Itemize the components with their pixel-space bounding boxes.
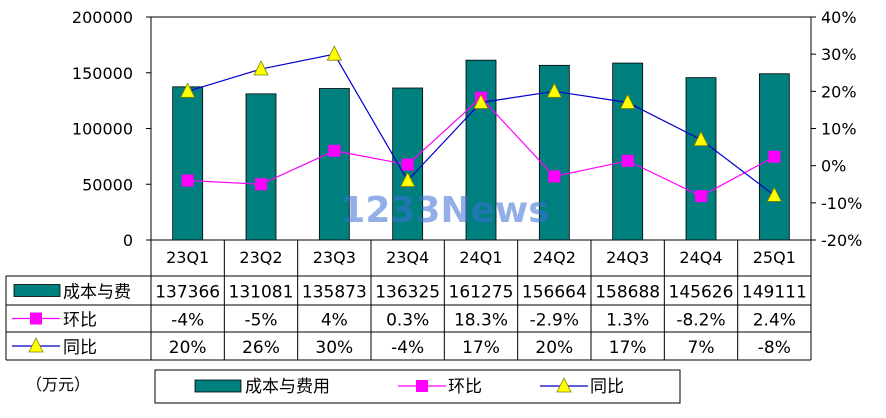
marker-yoy: [766, 186, 782, 202]
data-table: 23Q1 23Q2 23Q3 23Q4 24Q1 24Q2 24Q3 24Q4 25Q1 成本与费…: [5, 240, 812, 361]
table-cell-value: 161275: [449, 283, 514, 303]
table-cell-value: 145626: [669, 283, 734, 303]
table-cell-value: 1.3%: [606, 311, 649, 331]
row-label-mom: 环比: [63, 311, 97, 331]
table-cell-value: -8%: [758, 338, 791, 358]
left-axis-tick-label: 200000: [72, 8, 133, 27]
left-axis-tick-label: 50000: [82, 175, 133, 194]
category-label: 24Q3: [606, 248, 649, 267]
table-cell-value: 18.3%: [454, 311, 508, 331]
table-cell-value: -2.9%: [530, 311, 579, 331]
category-label: 23Q1: [166, 248, 209, 267]
table-cell-value: 17%: [462, 338, 500, 358]
bar-cost: [172, 86, 204, 241]
bar-cost: [685, 77, 717, 241]
marker-mom: [548, 170, 561, 183]
table-cell-value: 20%: [169, 338, 207, 358]
legend-label-mom: 环比: [448, 377, 482, 397]
left-axis-tick-label: 150000: [72, 64, 133, 83]
right-axis-tick-label: -20%: [821, 231, 862, 250]
table-cell-value: 137366: [155, 283, 220, 303]
table-key-marker-mom: [30, 312, 42, 325]
legend-label-cost: 成本与费用: [245, 377, 330, 397]
right-axis-tick-label: 40%: [821, 8, 857, 27]
table-cell-value: 0.3%: [386, 311, 429, 331]
marker-yoy: [180, 82, 196, 98]
category-label: 24Q2: [533, 248, 576, 267]
marker-yoy: [253, 60, 269, 76]
legend-key-bar: [194, 379, 242, 393]
table-cell-value: 158688: [595, 283, 660, 303]
bar-cost: [465, 59, 497, 241]
table-cell-value: 2.4%: [753, 311, 796, 331]
table-cell-value: 136325: [375, 283, 440, 303]
category-label: 24Q4: [679, 248, 722, 267]
table-cell-value: 156664: [522, 283, 587, 303]
table-cell-value: 149111: [742, 283, 807, 303]
row-label-yoy: 同比: [63, 338, 97, 358]
marker-yoy: [546, 82, 562, 98]
legend-key-marker-mom: [416, 380, 428, 392]
table-cell-value: -8.2%: [676, 311, 725, 331]
marker-mom: [401, 158, 414, 171]
legend: 成本与费用 环比 同比: [154, 369, 681, 404]
category-label: 23Q4: [386, 248, 429, 267]
bar-cost: [612, 62, 644, 241]
table-cell-value: -4%: [391, 338, 424, 358]
right-axis-tick-label: 30%: [821, 45, 857, 64]
right-axis-tick-label: -10%: [821, 194, 862, 213]
marker-mom: [695, 190, 707, 203]
marker-yoy: [693, 130, 709, 147]
marker-mom: [255, 178, 267, 191]
table-cell-value: -5%: [244, 311, 277, 331]
table-key-marker-yoy: [28, 337, 44, 353]
left-axis-tick-label: 100000: [72, 120, 133, 139]
category-label: 23Q3: [313, 248, 356, 267]
marker-yoy: [400, 171, 416, 187]
row-label-cost: 成本与费: [63, 283, 131, 303]
marker-mom: [328, 144, 341, 157]
right-axis-tick-label: 20%: [821, 82, 857, 101]
watermark-text: 1233News: [340, 190, 549, 231]
marker-yoy: [326, 45, 342, 61]
bar-cost: [318, 88, 350, 241]
marker-yoy: [473, 93, 489, 109]
legend-label-yoy: 同比: [590, 377, 624, 397]
marker-mom: [621, 154, 634, 167]
category-label: 25Q1: [753, 248, 796, 267]
category-label: 24Q1: [459, 248, 502, 267]
table-cell-value: -4%: [171, 311, 204, 331]
table-cell-value: 26%: [242, 338, 280, 358]
right-axis-tick-label: 10%: [821, 120, 857, 139]
table-cell-value: 17%: [609, 338, 647, 358]
bar-cost: [245, 93, 277, 241]
unit-label: （万元）: [26, 375, 90, 394]
table-cell-value: 20%: [535, 338, 573, 358]
left-axis-tick-label: 0: [123, 231, 133, 250]
table-key-bar: [13, 284, 61, 297]
table-cell-value: 131081: [229, 283, 294, 303]
category-label: 23Q2: [239, 248, 282, 267]
legend-frame: [154, 369, 681, 404]
table-cell-value: 4%: [321, 311, 348, 331]
table-cell-value: 7%: [688, 338, 715, 358]
marker-yoy: [620, 93, 636, 109]
table-cell-value: 30%: [315, 338, 353, 358]
marker-mom: [181, 174, 194, 187]
legend-key-marker-yoy: [556, 377, 572, 393]
table-cell-value: 135873: [302, 283, 367, 303]
right-axis-tick-label: 0%: [821, 157, 846, 176]
marker-mom: [768, 150, 781, 163]
